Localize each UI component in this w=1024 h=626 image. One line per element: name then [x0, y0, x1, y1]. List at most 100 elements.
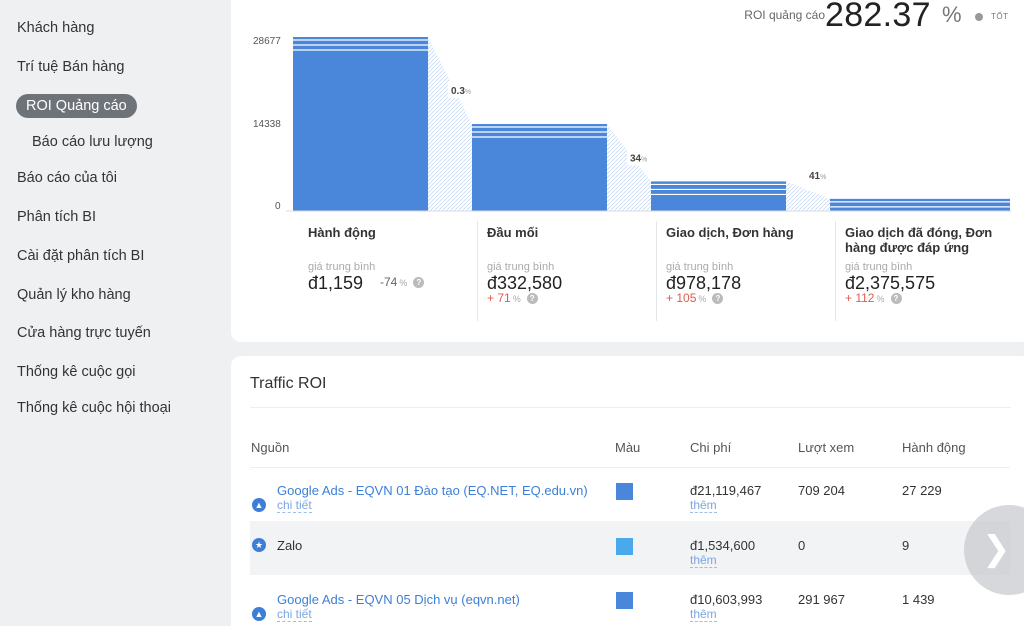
divider [250, 407, 1011, 408]
views-value: 709 204 [798, 483, 845, 498]
y-tick-label: 0 [275, 201, 281, 212]
table-row: ★ Zalo đ1,534,600 thêm 0 9 [250, 521, 1010, 575]
source-name: Zalo [277, 538, 303, 553]
cost-value: đ21,119,467 [690, 483, 762, 498]
color-swatch [616, 592, 633, 609]
source-link[interactable]: Google Ads - EQVN 01 Đào tạo (EQ.NET, EQ… [277, 483, 588, 498]
cost-value: đ1,534,600 [690, 538, 756, 553]
funnel-bar[interactable] [830, 198, 1010, 211]
sidebar-item-online-store[interactable]: Cửa hàng trực tuyến [17, 325, 151, 341]
section-title: Traffic ROI [250, 375, 327, 392]
funnel-connector [607, 124, 651, 211]
source-link[interactable]: Google Ads - EQVN 05 Dịch vụ (eqvn.net) [277, 592, 520, 607]
sidebar-item-inventory[interactable]: Quản lý kho hàng [17, 287, 131, 303]
stage-delta: -74%? [380, 275, 425, 289]
actions-value: 9 [902, 538, 910, 553]
sidebar: Khách hàng Trí tuệ Bán hàng ROI Quảng cá… [0, 0, 228, 626]
more-link[interactable]: thêm [690, 607, 717, 622]
chevron-right-icon: ❯ [982, 529, 1011, 569]
more-link[interactable]: thêm [690, 498, 717, 513]
funnel-chart: 28677 14338 0 0.3% 34% 41% [253, 36, 1011, 213]
question-icon[interactable]: ? [526, 293, 538, 305]
traffic-roi-card: Traffic ROI Nguồn Màu Chi phí Lượt xem H… [231, 356, 1024, 626]
badge-background [806, 166, 836, 183]
column-header-views[interactable]: Lượt xem [798, 440, 855, 455]
sidebar-item-chat-stats[interactable]: Thống kê cuộc hội thoại [17, 400, 171, 416]
question-icon[interactable]: ? [890, 293, 902, 305]
views-value: 0 [798, 538, 806, 553]
google-ads-icon: ▲ [252, 498, 266, 512]
conversion-badge: 0.3% [448, 82, 478, 99]
funnel-bar[interactable] [651, 181, 786, 211]
sidebar-item-sales-intelligence[interactable]: Trí tuệ Bán hàng [17, 59, 125, 75]
roi-funnel-card: ROI quảng cáo 282.37 % TỐT 28677 14338 0… [231, 0, 1024, 342]
detail-link[interactable]: chi tiết [277, 607, 312, 622]
conversion-unit: % [465, 89, 471, 96]
roi-status-badge: TỐT [991, 12, 1009, 21]
color-swatch [616, 483, 633, 500]
column-header-cost[interactable]: Chi phí [690, 440, 732, 455]
sidebar-item-my-reports[interactable]: Báo cáo của tôi [17, 170, 117, 186]
stage-avg-price: đ1,159 [308, 273, 364, 293]
stage-subtitle: giá trung bình [845, 261, 913, 273]
next-arrow-button[interactable]: ❯ [964, 505, 1024, 595]
divider [477, 221, 478, 321]
divider [250, 467, 1010, 468]
stage-subtitle: giá trung bình [487, 261, 555, 273]
sidebar-item-call-stats[interactable]: Thống kê cuộc gọi [17, 364, 136, 380]
badge-background [627, 149, 657, 166]
sidebar-item-customers[interactable]: Khách hàng [17, 20, 95, 36]
funnel-bar[interactable] [293, 37, 428, 211]
conversion-unit: % [820, 174, 826, 181]
stage-avg-price: đ2,375,575 [845, 273, 936, 293]
detail-link[interactable]: chi tiết [277, 498, 312, 513]
actions-value: 27 229 [902, 483, 942, 498]
divider [835, 221, 836, 321]
stage-delta: + 71%? [487, 291, 538, 305]
actions-value: 1 439 [902, 592, 935, 607]
stage-delta: + 105%? [666, 291, 724, 305]
sidebar-item-bi-analysis[interactable]: Phân tích BI [17, 209, 96, 225]
google-ads-icon: ▲ [252, 607, 266, 621]
column-header-actions[interactable]: Hành động [902, 440, 966, 455]
funnel-stage-actions: Hành động giá trung bình đ1,159 -74%? [308, 225, 478, 293]
sidebar-item-ad-roi[interactable]: ROI Quảng cáo [16, 94, 137, 118]
stage-avg-price: đ332,580 [487, 273, 563, 293]
roi-label: ROI quảng cáo [744, 8, 825, 22]
conversion-badge: 41% [806, 166, 836, 183]
status-dot [975, 13, 983, 21]
question-icon[interactable]: ? [413, 277, 425, 289]
table-row: ▲ Google Ads - EQVN 01 Đào tạo (EQ.NET, … [250, 467, 1010, 521]
stage-subtitle: giá trung bình [308, 261, 376, 273]
stage-name: Giao dịch đã đóng, Đơn hàng được đáp ứng [845, 225, 993, 255]
funnel-stage-closed-deals: Giao dịch đã đóng, Đơn hàng được đáp ứng… [835, 221, 1015, 321]
funnel-stage-leads: Đầu mối giá trung bình đ332,580 + 71%? [477, 221, 657, 321]
color-swatch [616, 538, 633, 555]
roi-value: 282.37 [825, 0, 931, 34]
sidebar-item-traffic-report[interactable]: Báo cáo lưu lượng [32, 134, 153, 150]
conversion-value: 34% [630, 153, 647, 164]
column-header-color[interactable]: Màu [615, 440, 641, 455]
stage-subtitle: giá trung bình [666, 261, 734, 273]
stage-name: Hành động [308, 225, 376, 240]
conversion-badge: 34% [627, 149, 657, 166]
star-icon: ★ [252, 538, 266, 552]
stage-delta: + 112%? [845, 291, 902, 305]
badge-background [448, 82, 478, 99]
cost-value: đ10,603,993 [690, 592, 763, 607]
conversion-unit: % [641, 156, 647, 163]
stage-name: Đầu mối [487, 225, 539, 240]
funnel-bar[interactable] [472, 124, 607, 211]
funnel-connector [428, 37, 472, 211]
question-icon[interactable]: ? [712, 293, 724, 305]
more-link[interactable]: thêm [690, 553, 717, 568]
column-header-source[interactable]: Nguồn [251, 440, 290, 455]
sidebar-item-bi-settings[interactable]: Cài đặt phân tích BI [17, 248, 145, 264]
divider [656, 221, 657, 321]
funnel-connector [786, 181, 830, 211]
y-tick-label: 28677 [253, 36, 281, 47]
y-tick-label: 14338 [253, 119, 281, 130]
conversion-value: 41% [809, 171, 826, 182]
stage-avg-price: đ978,178 [666, 273, 742, 293]
roi-unit: % [942, 2, 962, 27]
